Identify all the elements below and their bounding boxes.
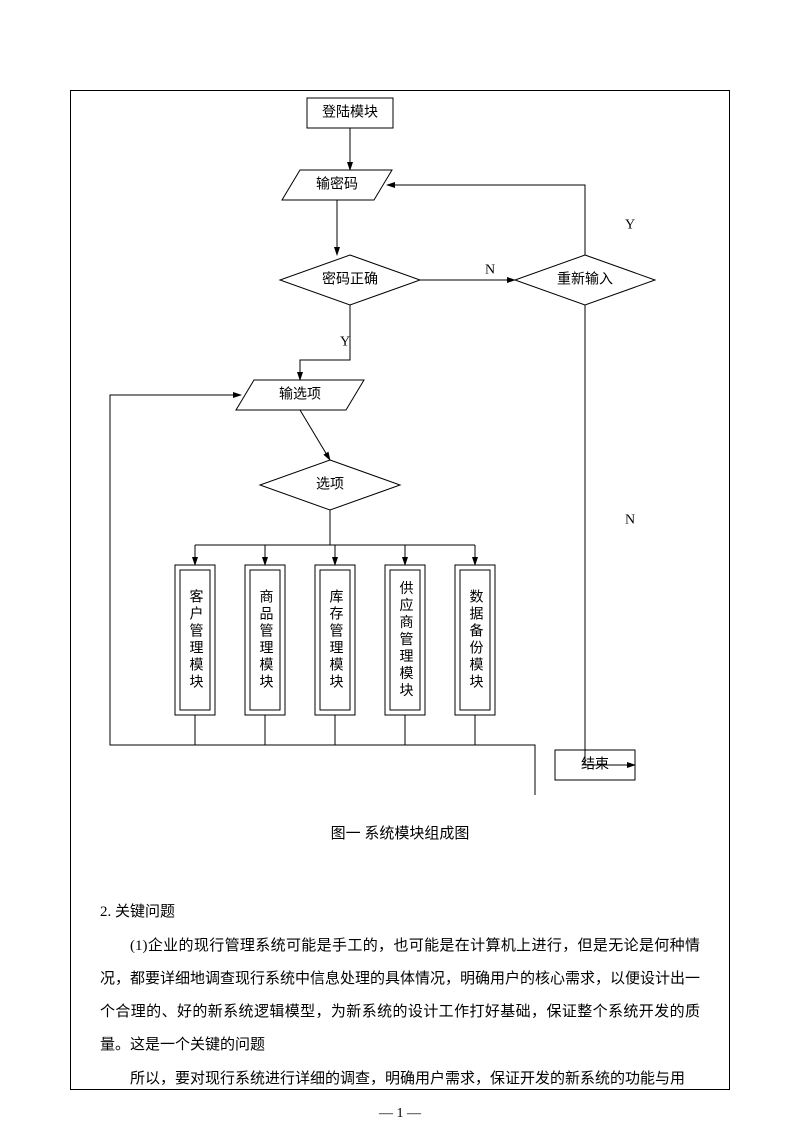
flowchart-svg: 登陆模块输密码密码正确 重新输入输选项选项客户管理模块 商品管理模块 库存管理模块 供应…: [70, 90, 730, 810]
svg-text:Y: Y: [340, 335, 350, 350]
paragraph-2: 所以，要对现行系统进行详细的调查，明确用户需求，保证开发的新系统的功能与用: [130, 1071, 685, 1087]
svg-text:重新输入: 重新输入: [557, 272, 613, 288]
svg-text:输密码: 输密码: [316, 176, 358, 193]
svg-text:N: N: [625, 513, 635, 528]
svg-text:登陆模块: 登陆模块: [322, 105, 378, 121]
section-heading: 2. 关键问题: [100, 900, 175, 921]
svg-text:选项: 选项: [316, 477, 344, 493]
figure-caption: 图一 系统模块组成图: [0, 822, 800, 843]
svg-text:输选项: 输选项: [279, 387, 321, 403]
svg-text:数据备份模块: 数据备份模块: [468, 589, 484, 691]
svg-text:商品管理模块: 商品管理模块: [258, 589, 274, 691]
paragraph-1: (1)企业的现行管理系统可能是手工的，也可能是在计算机上进行，但是无论是何种情况…: [100, 938, 700, 1053]
svg-text:客户管理模块: 客户管理模块: [188, 588, 204, 691]
page-number: — 1 —: [0, 1106, 800, 1122]
svg-text:库存管理模块: 库存管理模块: [328, 589, 344, 691]
svg-text:密码正确: 密码正确: [322, 271, 378, 288]
svg-text:供应商管理模块: 供应商管理模块: [398, 581, 414, 700]
svg-text:Y: Y: [625, 218, 635, 233]
svg-text:N: N: [485, 263, 495, 278]
